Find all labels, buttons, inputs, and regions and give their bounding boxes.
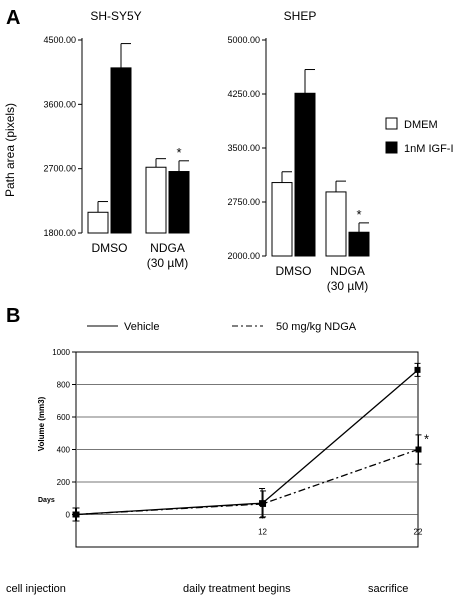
- x-category-label: NDGA: [150, 241, 185, 255]
- y-tick-label: 1800.00: [43, 228, 76, 238]
- panel-b-y-axis-label: Volume (mm3): [37, 396, 46, 451]
- significance-star: *: [424, 432, 429, 447]
- panel-b-letter: B: [6, 305, 20, 327]
- chart-title-shep: SHEP: [284, 9, 317, 23]
- significance-star: *: [356, 207, 361, 222]
- legend-label-dmem: DMEM: [404, 119, 438, 131]
- bar-dmem-dmso: [271, 182, 293, 257]
- x-category-label: DMSO: [276, 264, 312, 278]
- legend-label-vehicle: Vehicle: [124, 321, 159, 333]
- timeline-cell-injection: cell injection: [6, 583, 66, 595]
- panel-b-legend: Vehicle 50 mg/kg NDGA: [87, 321, 357, 333]
- data-point-50-mg-kg-ndga: [73, 511, 80, 518]
- y-tick-label: 3500.00: [227, 143, 260, 153]
- bar-chart-sh-sy5y: 1800.00 2700.00 3600.00 4500.00 DMSO * NDGA(30…: [43, 35, 190, 270]
- y-tick-label: 1000: [52, 348, 70, 357]
- timeline-treatment-begins: daily treatment begins: [183, 583, 291, 595]
- x-category-label: (30 µM): [327, 279, 369, 293]
- y-tick-label: 600: [57, 413, 71, 422]
- x-tick-label: 22: [414, 528, 423, 537]
- bar-dmem-ndga-30-m: [325, 191, 347, 257]
- y-tick-label: 2000.00: [227, 251, 260, 261]
- data-point-vehicle: [414, 366, 421, 373]
- y-tick-label: 2700.00: [43, 164, 76, 174]
- days-label: Days: [38, 497, 55, 504]
- y-tick-label: 3600.00: [43, 99, 76, 109]
- panel-a-letter: A: [6, 7, 20, 29]
- x-tick-label: 12: [258, 528, 267, 537]
- y-tick-label: 0: [66, 511, 71, 520]
- legend-label-igf: 1nM IGF-I: [404, 143, 454, 155]
- y-tick-label: 4250.00: [227, 89, 260, 99]
- data-point-50-mg-kg-ndga: [415, 446, 422, 453]
- bar-1nm-igf-i-dmso: [294, 92, 316, 257]
- x-category-label: DMSO: [92, 241, 128, 255]
- bar-dmem-ndga-30-m: [145, 166, 167, 234]
- y-tick-label: 5000.00: [227, 35, 260, 45]
- panel-a-y-axis-label: Path area (pixels): [3, 103, 17, 197]
- bar-1nm-igf-i-ndga-30-m: [168, 171, 190, 234]
- x-category-label: NDGA: [330, 264, 365, 278]
- y-tick-label: 4500.00: [43, 35, 76, 45]
- bar-1nm-igf-i-ndga-30-m: [348, 231, 370, 257]
- data-point-50-mg-kg-ndga: [260, 500, 267, 507]
- series-line-vehicle: [75, 369, 419, 516]
- y-tick-label: 400: [57, 446, 71, 455]
- panel-a-legend: DMEM 1nM IGF-I: [385, 117, 454, 155]
- legend-swatch-igf: [385, 141, 398, 154]
- y-tick-label: 200: [57, 478, 71, 487]
- legend-label-ndga: 50 mg/kg NDGA: [276, 321, 357, 333]
- line-chart-tumor-volume: 0 200 400 600 800 1000 12 22 *: [52, 348, 429, 548]
- chart-title-sh-sy5y: SH-SY5Y: [90, 9, 141, 23]
- significance-star: *: [176, 145, 181, 160]
- legend-swatch-dmem: [385, 117, 398, 130]
- y-tick-label: 2750.00: [227, 197, 260, 207]
- x-category-label: (30 µM): [147, 256, 189, 270]
- y-tick-label: 800: [57, 381, 71, 390]
- bar-dmem-dmso: [87, 211, 109, 234]
- timeline-sacrifice: sacrifice: [368, 583, 408, 595]
- bar-chart-shep: 2000.00 2750.00 3500.00 4250.00 5000.00 DMSO *…: [227, 35, 370, 293]
- bar-1nm-igf-i-dmso: [110, 67, 132, 234]
